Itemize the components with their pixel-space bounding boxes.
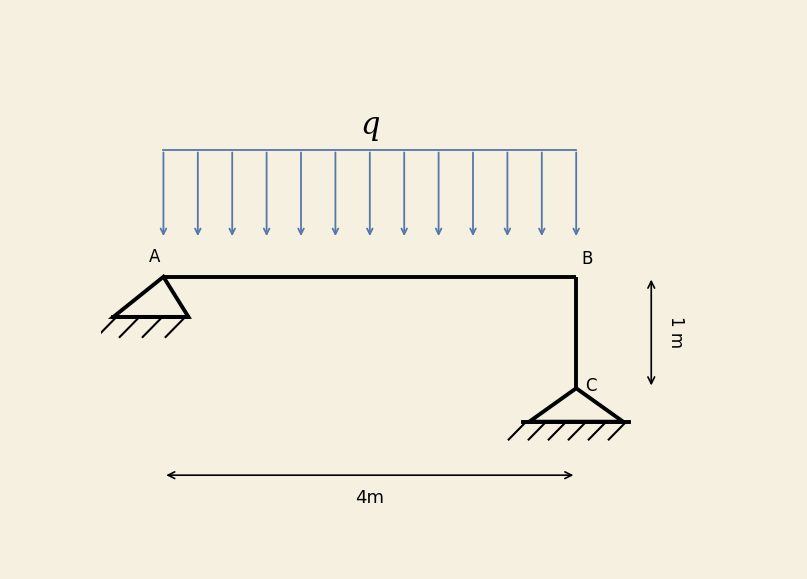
Text: C: C [586, 377, 597, 395]
Text: q: q [360, 109, 379, 141]
Text: 1 m: 1 m [667, 317, 685, 349]
Text: A: A [149, 248, 161, 266]
Text: 4m: 4m [355, 489, 384, 507]
Text: B: B [581, 250, 592, 268]
